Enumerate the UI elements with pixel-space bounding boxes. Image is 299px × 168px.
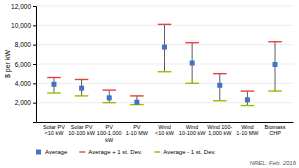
legend-item: Average + 1 st. Dev. <box>79 149 142 155</box>
y-tick-label: 6,000 <box>15 61 32 68</box>
cap <box>268 90 282 91</box>
x-tick-label: Wind10-100 kW <box>179 124 206 136</box>
y-tick: 6,000 <box>15 61 36 68</box>
y-axis: 2,000 4,000 6,000 8,000 10,000 12,000 <box>11 3 36 123</box>
x-tick: BiomassCHP <box>264 124 285 136</box>
y-tick-mark <box>33 64 36 65</box>
average-point <box>245 97 250 102</box>
y-tick-mark <box>33 25 36 26</box>
cap <box>158 71 172 72</box>
average-point <box>134 100 139 105</box>
cap <box>213 100 227 101</box>
x-tick: Solar PV10-100 kW <box>68 124 95 136</box>
x-tick: Wind1-10 MW <box>236 124 259 136</box>
x-tick-label: PV1-10 MW <box>126 124 149 136</box>
average-point <box>51 82 56 87</box>
cap <box>47 77 61 78</box>
x-tick-label: BiomassCHP <box>264 124 285 136</box>
y-tick-label: 10,000 <box>11 22 31 29</box>
cap <box>241 90 255 91</box>
x-tick: PV1-10 MW <box>126 124 149 136</box>
y-axis-line <box>33 7 37 123</box>
legend: Average Average + 1 st. Dev. Average - 1 s… <box>36 149 216 155</box>
annotation: NREL: Feb. 2016 <box>250 160 297 166</box>
cap <box>185 83 199 84</box>
cap <box>185 42 199 43</box>
y-tick-label: 4,000 <box>15 80 32 87</box>
legend-label: Average - 1 st. Dev. <box>163 149 216 155</box>
y-tick: 4,000 <box>15 80 36 87</box>
average-point <box>79 86 84 91</box>
average-point <box>162 45 167 50</box>
x-tick-label: PV100-1,000kW <box>97 124 122 143</box>
x-tick: PV100-1,000kW <box>97 124 122 143</box>
y-tick-label: 2,000 <box>15 99 32 106</box>
legend-swatch <box>79 151 85 152</box>
y-axis-title: $ per kW <box>4 50 12 78</box>
legend-swatch <box>154 151 160 152</box>
chart: 2,000 4,000 6,000 8,000 10,000 12,000 Solar PV… <box>0 0 299 168</box>
x-tick-label: Solar PV10-100 kW <box>68 124 95 136</box>
cap <box>158 24 172 25</box>
x-axis-line <box>37 122 294 123</box>
average-point <box>217 83 222 88</box>
cap <box>47 92 61 93</box>
legend-label: Average <box>45 149 68 155</box>
legend-swatch <box>36 150 41 155</box>
y-tick: 2,000 <box>15 99 36 106</box>
grid <box>36 6 293 103</box>
x-tick-label: Wind 100-1,000 kW <box>207 124 232 136</box>
legend-item: Average <box>36 149 68 155</box>
x-tick: Wind 100-1,000 kW <box>207 124 232 136</box>
cap <box>130 95 144 96</box>
average-point <box>190 61 195 66</box>
cap <box>102 89 116 90</box>
cap <box>102 102 116 103</box>
x-axis: Solar PV<10 kWSolar PV10-100 kWPV100-1,0… <box>37 123 294 143</box>
cap <box>268 41 282 42</box>
grid-line <box>36 83 293 84</box>
x-tick-label: Wind1-10 MW <box>236 124 259 136</box>
grid-line <box>36 102 293 103</box>
average-point <box>273 62 278 67</box>
x-tick: Wind10-100 kW <box>179 124 206 136</box>
cap <box>241 105 255 106</box>
x-tick: Solar PV<10 kW <box>43 124 65 136</box>
x-tick: Wind<10 kW <box>155 124 175 136</box>
x-tick-label: Wind<10 kW <box>155 124 175 136</box>
cap <box>75 79 89 80</box>
y-tick: 10,000 <box>11 22 36 29</box>
y-tick-mark <box>33 6 36 7</box>
marks <box>47 24 282 105</box>
average-point <box>107 95 112 100</box>
grid-line <box>36 6 293 7</box>
y-tick-mark <box>33 45 36 46</box>
cap <box>213 73 227 74</box>
y-tick: 12,000 <box>11 3 36 10</box>
cap <box>75 95 89 96</box>
y-tick-mark <box>33 103 36 104</box>
y-tick: 8,000 <box>15 41 36 48</box>
legend-label: Average + 1 st. Dev. <box>88 149 142 155</box>
plot: 2,000 4,000 6,000 8,000 10,000 12,000 Solar PV… <box>11 3 293 143</box>
legend-item: Average - 1 st. Dev. <box>154 149 216 155</box>
y-tick-label: 8,000 <box>15 41 32 48</box>
y-tick-label: 12,000 <box>11 3 31 10</box>
y-tick-mark <box>33 83 36 84</box>
x-tick-label: Solar PV<10 kW <box>43 124 65 136</box>
